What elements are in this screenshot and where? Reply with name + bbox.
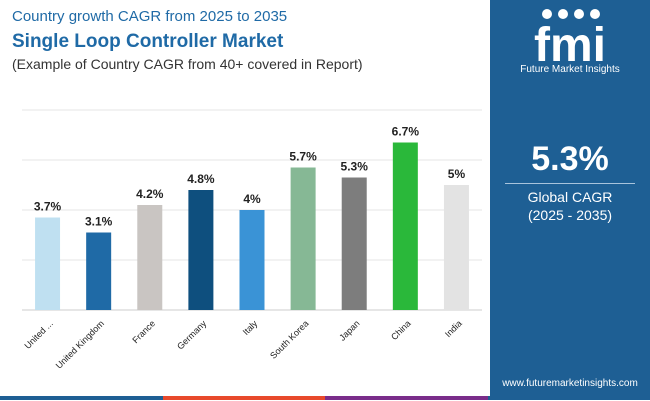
bar-chart: 3.7% United ... 3.1% United Kingdom 4.2% Fran…: [0, 90, 490, 396]
bar-germany: [188, 190, 213, 310]
bar-china: [393, 143, 418, 311]
fmi-logo-mark: fmi: [505, 6, 635, 64]
tick-label: Italy: [241, 318, 260, 337]
tick-label: United ...: [22, 318, 55, 351]
data-label: 3.7%: [34, 200, 62, 214]
bar-south-korea: [291, 168, 316, 311]
tick-label: Germany: [175, 318, 209, 352]
global-cagr-range: (2025 - 2035): [490, 207, 650, 223]
data-label: 4.2%: [136, 187, 164, 201]
bar-india: [444, 185, 469, 310]
logo-letters: fmi: [534, 19, 606, 64]
tick-label: France: [130, 318, 157, 345]
bottom-color-strip: [0, 396, 650, 400]
data-label: 5.3%: [341, 160, 369, 174]
fmi-logo: fmi Future Market Insights: [505, 6, 635, 74]
data-label: 5%: [448, 167, 466, 181]
strip-segment: [488, 396, 650, 400]
chart-subtitle: Country growth CAGR from 2025 to 2035: [12, 8, 287, 25]
tick-label: United Kingdom: [54, 318, 106, 370]
tick-label: India: [443, 318, 464, 339]
global-cagr-label: Global CAGR: [490, 189, 650, 205]
logo-dot-icon: [590, 9, 600, 19]
global-cagr-value: 5.3%: [490, 140, 650, 179]
bar-japan: [342, 178, 367, 311]
data-label: 5.7%: [289, 150, 317, 164]
bar-united-kingdom: [86, 233, 111, 311]
chart-caption: (Example of Country CAGR from 40+ covere…: [12, 56, 363, 72]
data-label: 3.1%: [85, 215, 113, 229]
data-label: 4.8%: [187, 172, 215, 186]
strip-segment: [325, 396, 488, 400]
logo-text: Future Market Insights: [505, 64, 635, 75]
tick-label: China: [389, 318, 413, 342]
strip-segment: [163, 396, 326, 400]
data-label: 6.7%: [392, 125, 420, 139]
chart-area: 3.7% United ... 3.1% United Kingdom 4.2% Fran…: [0, 90, 490, 396]
tick-label: South Korea: [268, 318, 310, 360]
logo-dot-icon: [542, 9, 552, 19]
header: Country growth CAGR from 2025 to 2035 Si…: [0, 0, 490, 90]
bar-italy: [240, 210, 265, 310]
logo-dot-icon: [574, 9, 584, 19]
logo-dot-icon: [558, 9, 568, 19]
website-link[interactable]: www.futuremarketinsights.com: [490, 378, 650, 389]
chart-title: Single Loop Controller Market: [12, 31, 283, 53]
strip-segment: [0, 396, 163, 400]
tick-label: Japan: [337, 318, 361, 342]
bar-france: [137, 205, 162, 310]
data-label: 4%: [243, 192, 261, 206]
divider: [505, 183, 635, 184]
bar-united: [35, 218, 60, 311]
